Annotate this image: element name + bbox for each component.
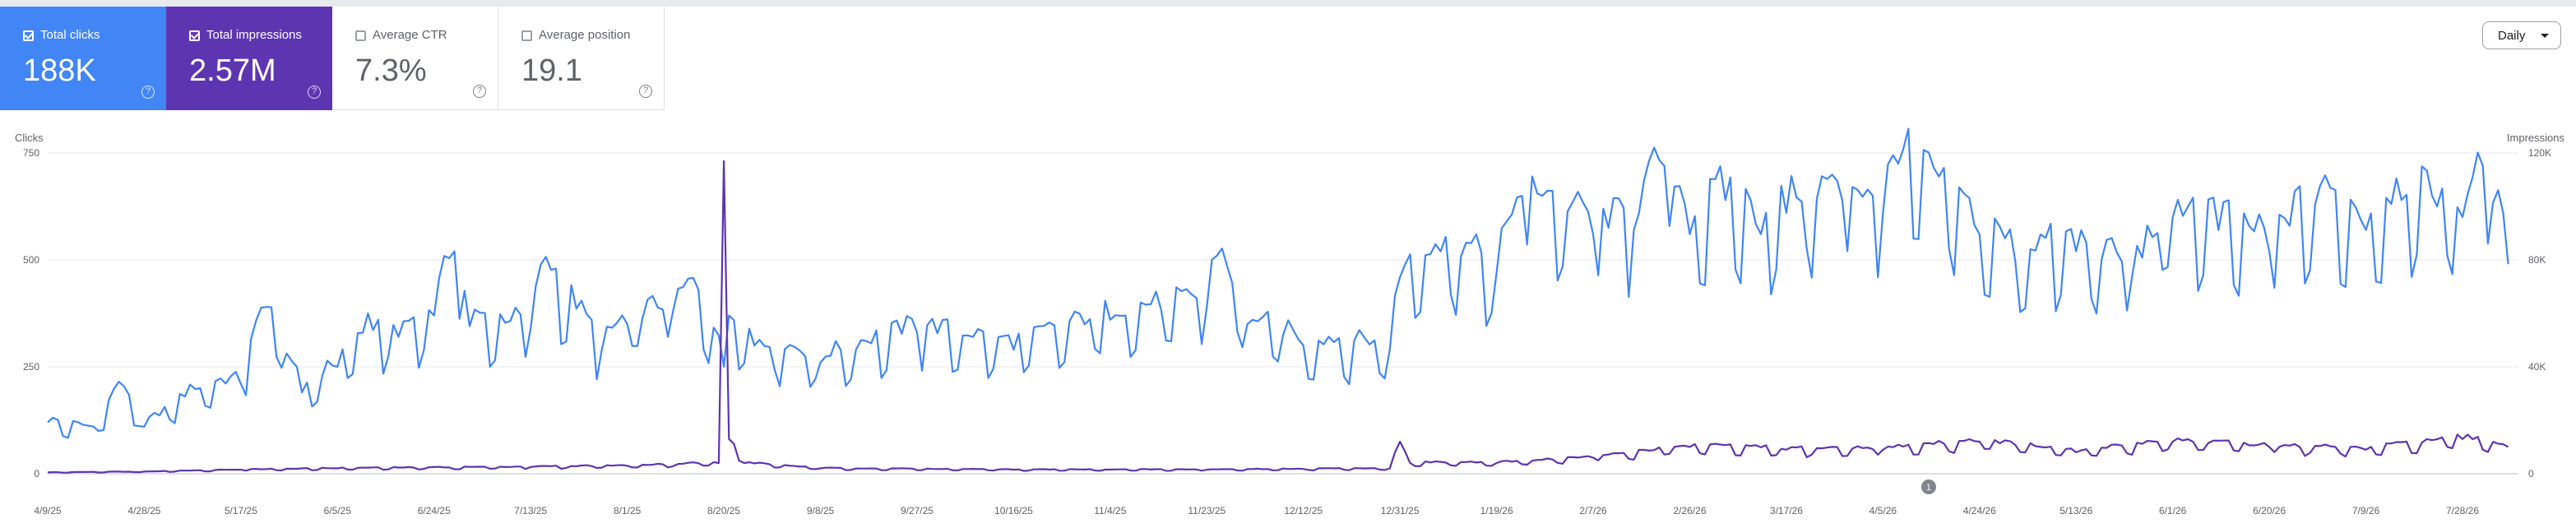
right-tick-label: 80K: [2528, 254, 2546, 266]
x-tick-label: 6/1/26: [2159, 505, 2187, 516]
x-tick-label: 6/20/26: [2253, 505, 2286, 516]
left-tick-label: 250: [23, 361, 39, 373]
x-tick-label: 2/7/26: [1579, 505, 1607, 516]
right-axis-title: Impressions: [2507, 132, 2565, 144]
dropdown-arrow-icon: [2541, 34, 2549, 38]
metric-value: 7.3%: [355, 53, 427, 88]
average-ctr-card[interactable]: Average CTR 7.3% ?: [332, 7, 498, 110]
x-tick-label: 9/27/25: [901, 505, 934, 516]
total-clicks-card[interactable]: Total clicks 188K ?: [0, 7, 166, 110]
x-tick-label: 5/17/25: [225, 505, 257, 516]
impressions-line: [47, 160, 2509, 474]
metric-label: Average CTR: [373, 28, 447, 42]
checkbox-unchecked-icon[interactable]: [521, 30, 532, 41]
annotation-circle: [1920, 479, 1936, 494]
metric-value: 188K: [23, 53, 96, 88]
checkbox-unchecked-icon[interactable]: [355, 30, 366, 41]
help-icon[interactable]: ?: [473, 85, 486, 98]
x-tick-label: 1/19/26: [1480, 505, 1513, 516]
x-tick-label: 12/12/25: [1284, 505, 1323, 516]
period-label: Daily: [2498, 28, 2526, 43]
x-tick-label: 11/4/25: [1094, 505, 1126, 516]
x-tick-label: 8/1/25: [614, 505, 642, 516]
x-tick-label: 7/28/26: [2446, 505, 2479, 516]
metric-label: Total impressions: [206, 28, 302, 42]
x-tick-label: 5/13/26: [2059, 505, 2092, 516]
x-tick-label: 8/20/25: [707, 505, 740, 516]
right-tick-label: 0: [2528, 468, 2534, 479]
help-icon[interactable]: ?: [308, 86, 321, 99]
left-tick-label: 750: [23, 147, 39, 159]
x-tick-label: 4/24/26: [1963, 505, 1996, 516]
checkbox-checked-icon[interactable]: [23, 30, 34, 41]
period-dropdown[interactable]: Daily: [2482, 21, 2561, 49]
metric-label: Total clicks: [40, 28, 100, 42]
annotation-marker[interactable]: 1: [1920, 479, 1936, 494]
x-tick-label: 12/31/25: [1381, 505, 1420, 516]
metric-value: 19.1: [521, 53, 582, 88]
right-tick-label: 40K: [2528, 361, 2546, 373]
x-tick-label: 6/24/25: [418, 505, 451, 516]
clicks-line: [47, 127, 2509, 439]
metric-cards: Total clicks 188K ? Total impressions 2.…: [0, 7, 665, 110]
average-position-card[interactable]: Average position 19.1 ?: [498, 7, 665, 110]
x-tick-label: 4/9/25: [34, 505, 62, 516]
x-tick-label: 3/17/26: [1770, 505, 1803, 516]
left-axis-title: Clicks: [15, 132, 44, 144]
x-tick-label: 10/16/25: [994, 505, 1033, 516]
x-tick-label: 11/23/25: [1188, 505, 1225, 516]
right-tick-label: 120K: [2528, 147, 2551, 159]
x-tick-label: 6/5/25: [324, 505, 352, 516]
x-tick-label: 9/8/25: [807, 505, 835, 516]
x-tick-label: 4/5/26: [1869, 505, 1897, 516]
checkbox-checked-icon[interactable]: [189, 30, 200, 41]
total-impressions-card[interactable]: Total impressions 2.57M ?: [166, 7, 332, 110]
x-tick-label: 7/13/25: [514, 505, 547, 516]
left-tick-label: 500: [23, 254, 39, 266]
x-tick-label: 2/26/26: [1673, 505, 1706, 516]
help-icon[interactable]: ?: [639, 85, 652, 98]
metric-label: Average position: [539, 28, 631, 42]
top-strip: [0, 0, 2576, 7]
metric-value: 2.57M: [189, 53, 276, 88]
x-tick-label: 4/28/25: [127, 505, 160, 516]
x-tick-label: 7/9/26: [2352, 505, 2380, 516]
help-icon[interactable]: ?: [141, 86, 155, 99]
left-tick-label: 0: [34, 468, 39, 479]
annotation-label: 1: [1926, 483, 1931, 493]
